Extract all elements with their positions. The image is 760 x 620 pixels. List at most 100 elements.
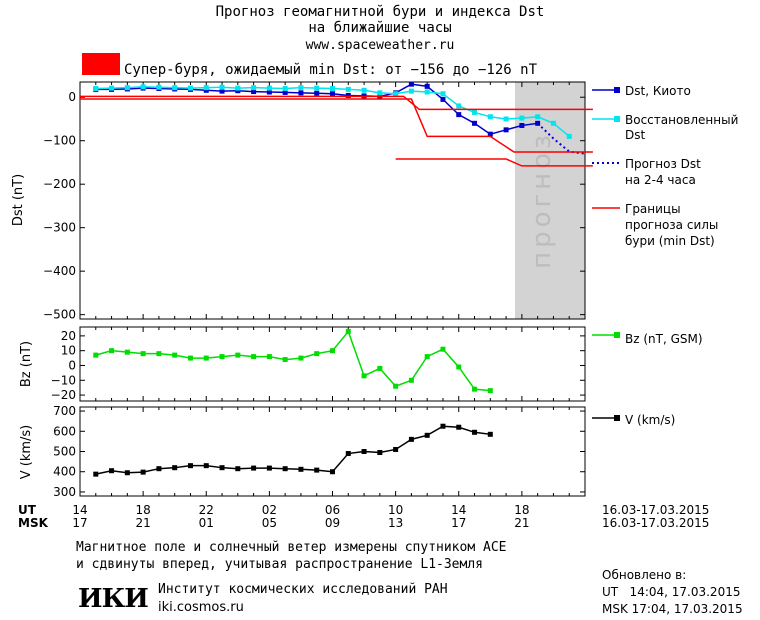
data-point — [424, 354, 430, 360]
data-point — [330, 86, 335, 92]
legend-v: V (km/s) — [625, 413, 675, 427]
ytick-label: −200 — [43, 177, 76, 191]
storm-bound-line — [80, 98, 593, 153]
ut-tick-label: 14 — [72, 503, 87, 517]
storm-forecast-text: Супер-буря, ожидаемый min Dst: от −156 д… — [124, 62, 538, 78]
bz-ylabel: Bz (nT) — [19, 341, 34, 387]
data-point — [93, 352, 99, 358]
data-point — [472, 429, 478, 435]
data-point — [187, 355, 193, 361]
data-point — [93, 86, 99, 92]
data-point — [330, 469, 335, 475]
site-url: www.spaceweather.ru — [305, 38, 455, 53]
data-point — [251, 465, 257, 471]
ytick-label: 400 — [53, 465, 76, 479]
data-point — [566, 133, 572, 139]
data-point — [393, 91, 399, 97]
data-point — [535, 114, 541, 120]
storm-indicator — [82, 53, 120, 75]
institute-site: iki.cosmos.ru — [158, 600, 244, 615]
ytick-label: −400 — [43, 264, 76, 278]
data-point — [109, 348, 115, 354]
v-ylabel: V (km/s) — [19, 425, 34, 480]
data-point — [282, 357, 288, 363]
data-point — [298, 85, 304, 91]
msk-date-range: 16.03-17.03.2015 — [602, 516, 709, 530]
data-point — [487, 388, 493, 394]
legend-bounds-1: Границы — [625, 202, 681, 216]
ytick-label: −10 — [51, 373, 76, 387]
data-point — [440, 91, 446, 97]
data-point — [472, 120, 478, 126]
ytick-label: 0 — [68, 358, 76, 372]
msk-label: MSK — [18, 516, 49, 530]
legend-bounds-2: прогноза силы — [625, 218, 718, 232]
data-point — [219, 354, 225, 360]
data-point — [187, 85, 193, 91]
updated-msk: MSK 17:04, 17.03.2015 — [602, 602, 743, 616]
data-point — [235, 88, 241, 94]
data-point — [456, 103, 462, 109]
institute-name: Институт космических исследований РАН — [158, 582, 448, 597]
legend-forecast-2: на 2-4 часа — [625, 173, 696, 187]
data-point — [156, 84, 162, 90]
msk-tick-label: 21 — [135, 516, 150, 530]
data-point — [424, 83, 430, 89]
data-point — [172, 465, 178, 471]
ytick-label: −500 — [43, 308, 76, 322]
data-point — [393, 446, 399, 452]
data-point — [345, 92, 351, 98]
ut-tick-label: 18 — [514, 503, 529, 517]
data-point — [251, 89, 257, 95]
data-point — [408, 81, 414, 87]
chart-title: Прогноз геомагнитной бури и индекса Dst — [215, 4, 545, 20]
storm-bound-line — [395, 158, 593, 167]
ytick-label: −20 — [51, 388, 76, 402]
data-point — [140, 469, 146, 475]
data-point — [140, 351, 146, 357]
legend-restored-marker — [614, 116, 620, 122]
updated-label: Обновлено в: — [602, 568, 687, 582]
data-point — [187, 463, 193, 469]
data-point — [266, 89, 272, 95]
ytick-label: −100 — [43, 134, 76, 148]
legend-forecast-1: Прогноз Dst — [625, 157, 701, 171]
data-point — [282, 86, 288, 92]
data-point — [235, 466, 241, 472]
data-point — [314, 85, 320, 91]
ut-date-range: 16.03-17.03.2015 — [602, 503, 709, 517]
data-point — [109, 468, 115, 474]
data-point — [361, 87, 367, 93]
data-point — [298, 466, 304, 472]
data-point — [440, 346, 446, 352]
legend-restored-1: Восстановленный — [625, 113, 738, 127]
ut-label: UT — [18, 503, 37, 517]
data-point — [408, 436, 414, 442]
data-point — [203, 463, 209, 469]
data-point — [424, 432, 430, 438]
msk-tick-label: 17 — [72, 516, 87, 530]
data-point — [219, 465, 225, 471]
data-point — [472, 386, 478, 392]
dst-ylabel: Dst (nT) — [11, 174, 26, 226]
data-point — [314, 467, 320, 473]
data-point — [172, 85, 178, 91]
data-point — [172, 352, 178, 358]
data-point — [345, 86, 351, 92]
data-point — [408, 88, 414, 94]
data-point — [156, 351, 162, 357]
data-point — [124, 349, 130, 355]
forecast-label: прогноз — [527, 131, 557, 269]
data-point — [282, 466, 288, 472]
data-point — [298, 355, 304, 361]
data-point — [456, 112, 462, 118]
data-point — [251, 85, 257, 91]
ytick-label: 20 — [61, 329, 76, 343]
msk-tick-label: 21 — [514, 516, 529, 530]
data-point — [330, 348, 335, 354]
legend-dst-kyoto-marker — [614, 87, 620, 93]
data-point — [156, 466, 162, 472]
ut-tick-label: 18 — [135, 503, 150, 517]
data-point — [440, 96, 446, 102]
data-point — [266, 354, 272, 360]
